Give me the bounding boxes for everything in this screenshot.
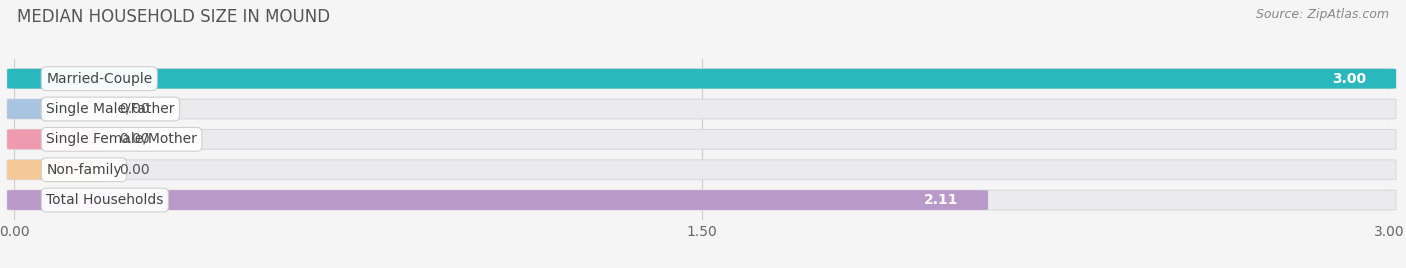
Text: Single Female/Mother: Single Female/Mother	[46, 132, 197, 146]
Text: 0.00: 0.00	[120, 102, 150, 116]
FancyBboxPatch shape	[7, 190, 988, 210]
Text: 0.00: 0.00	[120, 132, 150, 146]
Text: Married-Couple: Married-Couple	[46, 72, 152, 86]
Text: Non-family: Non-family	[46, 163, 122, 177]
FancyBboxPatch shape	[7, 69, 1396, 88]
FancyBboxPatch shape	[7, 160, 1396, 180]
Text: MEDIAN HOUSEHOLD SIZE IN MOUND: MEDIAN HOUSEHOLD SIZE IN MOUND	[17, 8, 330, 26]
FancyBboxPatch shape	[7, 129, 104, 149]
FancyBboxPatch shape	[7, 160, 104, 180]
Text: Source: ZipAtlas.com: Source: ZipAtlas.com	[1256, 8, 1389, 21]
FancyBboxPatch shape	[7, 99, 104, 119]
FancyBboxPatch shape	[7, 129, 1396, 149]
FancyBboxPatch shape	[7, 190, 1396, 210]
Text: Single Male/Father: Single Male/Father	[46, 102, 174, 116]
Text: 0.00: 0.00	[120, 163, 150, 177]
Text: 2.11: 2.11	[924, 193, 959, 207]
FancyBboxPatch shape	[7, 69, 1396, 88]
Text: 3.00: 3.00	[1331, 72, 1367, 86]
Text: Total Households: Total Households	[46, 193, 163, 207]
FancyBboxPatch shape	[7, 99, 1396, 119]
